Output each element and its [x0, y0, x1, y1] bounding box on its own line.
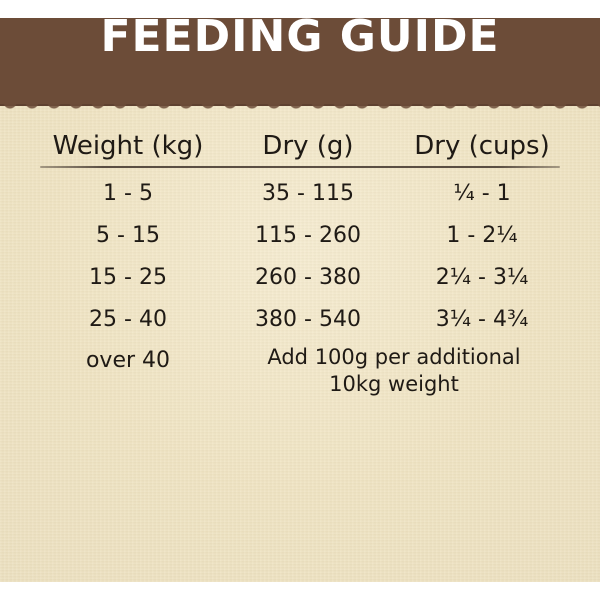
weight-cell: 25 - 40 — [89, 307, 167, 332]
weight-cell: over 40 — [85, 348, 171, 373]
dry-grams-cell: 260 - 380 — [255, 265, 361, 290]
table-row: 15 - 25 260 - 380 2¼ - 3¼ — [0, 262, 600, 294]
title-banner — [0, 18, 600, 110]
table-row: 1 - 5 35 - 115 ¼ - 1 — [0, 178, 600, 210]
header-weight: Weight (kg) — [52, 131, 204, 161]
guide-panel — [0, 18, 600, 582]
page-title: FEEDING GUIDE — [100, 11, 500, 62]
table-row: 5 - 15 115 - 260 1 - 2¼ — [0, 220, 600, 252]
weight-cell: 15 - 25 — [89, 265, 167, 290]
table-row: 25 - 40 380 - 540 3¼ - 4¾ — [0, 304, 600, 336]
additional-weight-note: Add 100g per additional 10kg weight — [267, 345, 521, 396]
dry-cups-cell: 3¼ - 4¾ — [435, 307, 529, 332]
header-dry-cups: Dry (cups) — [414, 131, 550, 161]
dry-grams-cell: 380 - 540 — [255, 307, 361, 332]
dry-cups-cell: 1 - 2¼ — [446, 223, 518, 248]
table-header-row: Weight (kg) Dry (g) Dry (cups) — [0, 128, 600, 164]
dry-cups-cell: ¼ - 1 — [453, 181, 511, 206]
dry-cups-cell: 2¼ - 3¼ — [435, 265, 529, 290]
weight-cell: 1 - 5 — [103, 181, 153, 206]
header-dry-grams: Dry (g) — [262, 131, 354, 161]
weight-cell: 5 - 15 — [96, 223, 160, 248]
table-row-over-40: over 40 — [0, 345, 600, 377]
header-divider — [40, 166, 560, 168]
dry-grams-cell: 115 - 260 — [255, 223, 361, 248]
dry-grams-cell: 35 - 115 — [262, 181, 354, 206]
